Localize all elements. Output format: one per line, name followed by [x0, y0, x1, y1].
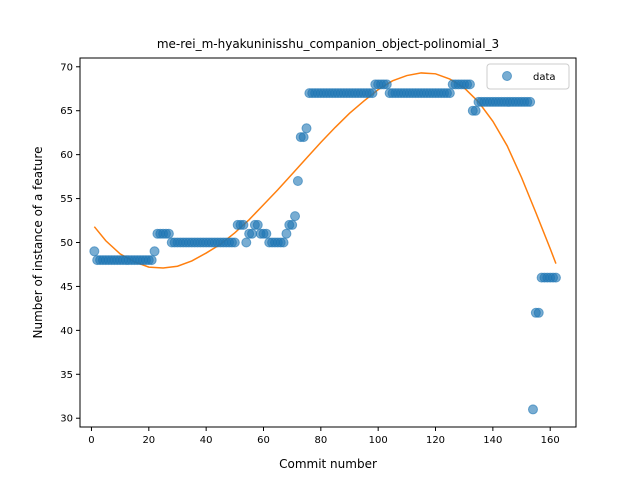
data-point [261, 228, 272, 239]
data-point [292, 176, 303, 186]
data-point [149, 246, 160, 257]
data-point [527, 404, 538, 415]
x-tick-label: 0 [88, 435, 94, 446]
data-points-layer [89, 79, 561, 415]
data-point [163, 228, 174, 239]
y-tick-label: 70 [60, 62, 73, 73]
data-point [550, 272, 561, 283]
data-point [89, 246, 100, 257]
x-axis: 0 20 40 60 80 100 120 140 160 [88, 427, 560, 446]
x-tick-label: 100 [369, 435, 388, 446]
legend-label-data: data [533, 72, 556, 83]
x-tick-label: 160 [541, 435, 560, 446]
x-tick-label: 140 [483, 435, 502, 446]
x-axis-label: Commit number [279, 457, 377, 471]
legend-box [486, 63, 570, 90]
data-point [252, 219, 263, 230]
y-tick-label: 45 [60, 282, 73, 293]
x-tick-label: 60 [257, 435, 270, 446]
legend-marker-data [502, 71, 512, 81]
data-point [238, 219, 249, 230]
data-point [301, 123, 312, 134]
fit-line [93, 72, 557, 269]
plot-area [79, 57, 577, 428]
data-point [290, 211, 301, 222]
x-tick-label: 40 [200, 435, 213, 446]
fit-line-layer [93, 72, 557, 269]
x-tick-label: 80 [314, 435, 327, 446]
data-point [287, 219, 298, 230]
data-point [444, 88, 455, 99]
data-point [281, 228, 292, 239]
y-tick-label: 50 [60, 238, 73, 249]
data-point [381, 79, 392, 90]
data-point [525, 96, 536, 107]
data-point [367, 88, 378, 99]
y-tick-label: 65 [60, 106, 73, 117]
legend: data [486, 63, 570, 90]
x-tick-label: 20 [142, 435, 155, 446]
y-tick-label: 55 [60, 194, 73, 205]
data-point [247, 228, 258, 239]
data-point [229, 237, 240, 248]
data-point [146, 255, 157, 266]
data-point [464, 79, 475, 90]
data-point [470, 105, 481, 116]
data-point [533, 307, 544, 318]
y-axis: 30 35 40 45 50 55 60 65 70 [60, 62, 80, 425]
y-tick-label: 60 [60, 150, 73, 161]
y-tick-label: 40 [60, 326, 73, 337]
data-point [241, 237, 252, 248]
y-axis-label: Number of instance of a feature [31, 147, 45, 339]
data-point [278, 237, 289, 248]
data-point [298, 132, 309, 143]
y-tick-label: 35 [60, 370, 73, 381]
x-tick-label: 120 [426, 435, 445, 446]
y-tick-label: 30 [60, 414, 73, 425]
chart-title: me-rei_m-hyakuninisshu_companion_object-… [157, 37, 499, 51]
